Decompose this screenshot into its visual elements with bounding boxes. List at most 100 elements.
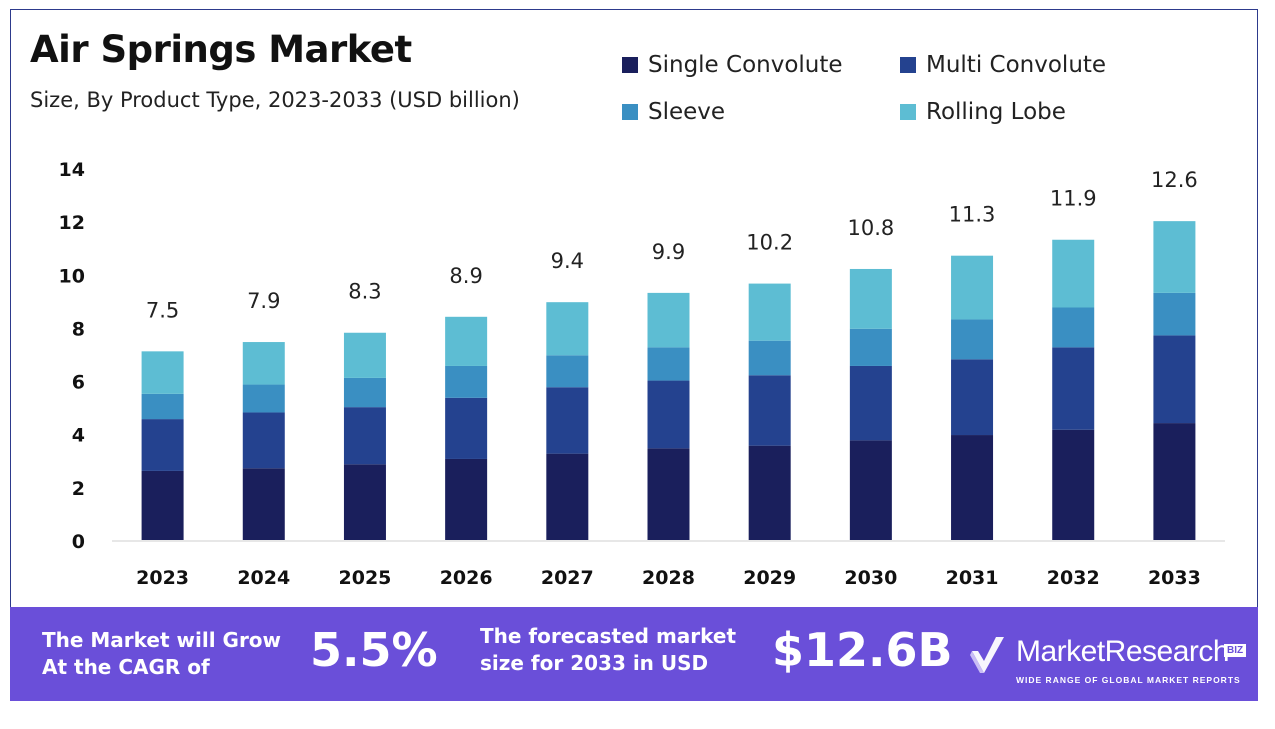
bar-2028-sleeve <box>647 347 690 381</box>
legend-label-sleeve: Sleeve <box>648 99 726 125</box>
total-label-2027: 9.4 <box>551 249 584 273</box>
bar-2030-multi-convolute <box>849 365 892 441</box>
x-tick-label-2031: 2031 <box>946 567 999 589</box>
y-tick-label-4: 4 <box>72 425 85 447</box>
legend-item-single-convolute: Single Convolute <box>622 52 843 78</box>
bar-2025-sleeve <box>343 377 386 408</box>
bar-2024-rolling-lobe <box>242 342 285 385</box>
total-label-2023: 7.5 <box>146 298 179 322</box>
chart-frame <box>10 9 1258 701</box>
bar-2027-single-convolute <box>546 453 589 540</box>
bar-2024-multi-convolute <box>242 412 285 469</box>
brand-logo: MarketResearch BIZ WIDE RANGE OF GLOBAL … <box>968 627 1258 687</box>
total-label-2030: 10.8 <box>847 216 894 240</box>
bar-2024-sleeve <box>242 384 285 413</box>
cagr-caption: The Market will Grow At the CAGR of <box>42 627 281 681</box>
legend-label-multi-convolute: Multi Convolute <box>926 52 1107 78</box>
legend: Single Convolute Multi Convolute Sleeve … <box>622 50 1222 140</box>
bar-2026-sleeve <box>445 365 488 398</box>
x-tick-label-2029: 2029 <box>743 567 796 589</box>
bar-2031-single-convolute <box>951 435 994 540</box>
bar-2025-single-convolute <box>343 464 386 540</box>
brand-badge: BIZ <box>1224 644 1247 657</box>
bar-2030-single-convolute <box>849 440 892 540</box>
legend-swatch-rolling-lobe <box>900 104 916 120</box>
bar-2032-rolling-lobe <box>1052 239 1095 308</box>
bar-2033-single-convolute <box>1153 423 1196 540</box>
bar-2025-rolling-lobe <box>343 332 386 378</box>
x-tick-label-2023: 2023 <box>136 567 189 589</box>
bar-2023-multi-convolute <box>141 419 184 471</box>
bar-2027-multi-convolute <box>546 387 589 454</box>
x-tick-label-2024: 2024 <box>237 567 290 589</box>
x-tick-label-2033: 2033 <box>1148 567 1201 589</box>
bar-2027-rolling-lobe <box>546 302 589 356</box>
legend-swatch-sleeve <box>622 104 638 120</box>
y-tick-label-2: 2 <box>72 478 85 500</box>
legend-item-multi-convolute: Multi Convolute <box>900 52 1106 78</box>
y-tick-label-14: 14 <box>59 159 85 181</box>
total-label-2033: 12.6 <box>1151 168 1198 192</box>
bar-2028-single-convolute <box>647 448 690 540</box>
total-label-2031: 11.3 <box>949 203 996 227</box>
bar-2023-sleeve <box>141 393 184 420</box>
y-tick-label-10: 10 <box>59 265 85 287</box>
total-label-2025: 8.3 <box>348 280 381 304</box>
total-label-2026: 8.9 <box>449 264 482 288</box>
bar-2026-multi-convolute <box>445 397 488 459</box>
total-label-2028: 9.9 <box>652 240 685 264</box>
bar-2029-single-convolute <box>748 445 791 540</box>
x-tick-label-2025: 2025 <box>339 567 392 589</box>
chart-title: Air Springs Market <box>30 28 412 71</box>
brand-tagline: WIDE RANGE OF GLOBAL MARKET REPORTS <box>1016 675 1241 685</box>
bar-2033-rolling-lobe <box>1153 221 1196 293</box>
cagr-caption-line2: At the CAGR of <box>42 655 210 679</box>
bar-2024-single-convolute <box>242 468 285 540</box>
total-label-2029: 10.2 <box>746 231 793 255</box>
cagr-caption-line1: The Market will Grow <box>42 628 282 652</box>
bar-2027-sleeve <box>546 355 589 388</box>
forecast-caption-line2: size for 2033 in USD <box>480 651 709 675</box>
bar-2023-single-convolute <box>141 470 184 540</box>
bar-2031-rolling-lobe <box>951 255 994 320</box>
bar-2032-multi-convolute <box>1052 347 1095 430</box>
chart-subtitle: Size, By Product Type, 2023-2033 (USD bi… <box>30 88 520 112</box>
bar-2028-multi-convolute <box>647 380 690 449</box>
x-tick-label-2028: 2028 <box>642 567 695 589</box>
bar-2023-rolling-lobe <box>141 351 184 394</box>
legend-swatch-multi-convolute <box>900 57 916 73</box>
brand-name: MarketResearch <box>1016 635 1230 668</box>
legend-label-single-convolute: Single Convolute <box>648 52 843 78</box>
x-tick-label-2032: 2032 <box>1047 567 1100 589</box>
x-tick-label-2027: 2027 <box>541 567 594 589</box>
forecast-caption-line1: The forecasted market <box>480 624 737 648</box>
bar-2029-rolling-lobe <box>748 283 791 341</box>
bar-2025-multi-convolute <box>343 407 386 465</box>
legend-item-rolling-lobe: Rolling Lobe <box>900 99 1066 125</box>
y-tick-label-6: 6 <box>72 372 85 394</box>
bar-2033-multi-convolute <box>1153 335 1196 424</box>
stacked-bar-chart: 0 2 4 6 8 10 12 14 7.5 2023 7.9 2024 8.3 2025 8.9 2026 9… <box>59 159 1225 589</box>
y-tick-label-0: 0 <box>72 531 85 553</box>
bar-2029-multi-convolute <box>748 375 791 446</box>
y-tick-label-8: 8 <box>72 318 85 340</box>
bar-2031-multi-convolute <box>951 359 994 436</box>
bar-2029-sleeve <box>748 340 791 376</box>
bar-2033-sleeve <box>1153 292 1196 336</box>
legend-swatch-single-convolute <box>622 57 638 73</box>
bar-2032-sleeve <box>1052 307 1095 348</box>
forecast-value: $12.6B <box>772 623 953 677</box>
bar-2032-single-convolute <box>1052 429 1095 540</box>
bar-2030-sleeve <box>849 328 892 366</box>
cagr-value: 5.5% <box>310 623 438 677</box>
brand-check-icon <box>970 637 1004 673</box>
bar-2026-single-convolute <box>445 458 488 540</box>
bar-2028-rolling-lobe <box>647 292 690 348</box>
bar-2031-sleeve <box>951 319 994 360</box>
x-tick-label-2030: 2030 <box>844 567 897 589</box>
bar-2026-rolling-lobe <box>445 316 488 366</box>
legend-item-sleeve: Sleeve <box>622 99 725 125</box>
bar-2030-rolling-lobe <box>849 268 892 329</box>
total-label-2024: 7.9 <box>247 289 280 313</box>
forecast-caption: The forecasted market size for 2033 in U… <box>480 623 736 677</box>
